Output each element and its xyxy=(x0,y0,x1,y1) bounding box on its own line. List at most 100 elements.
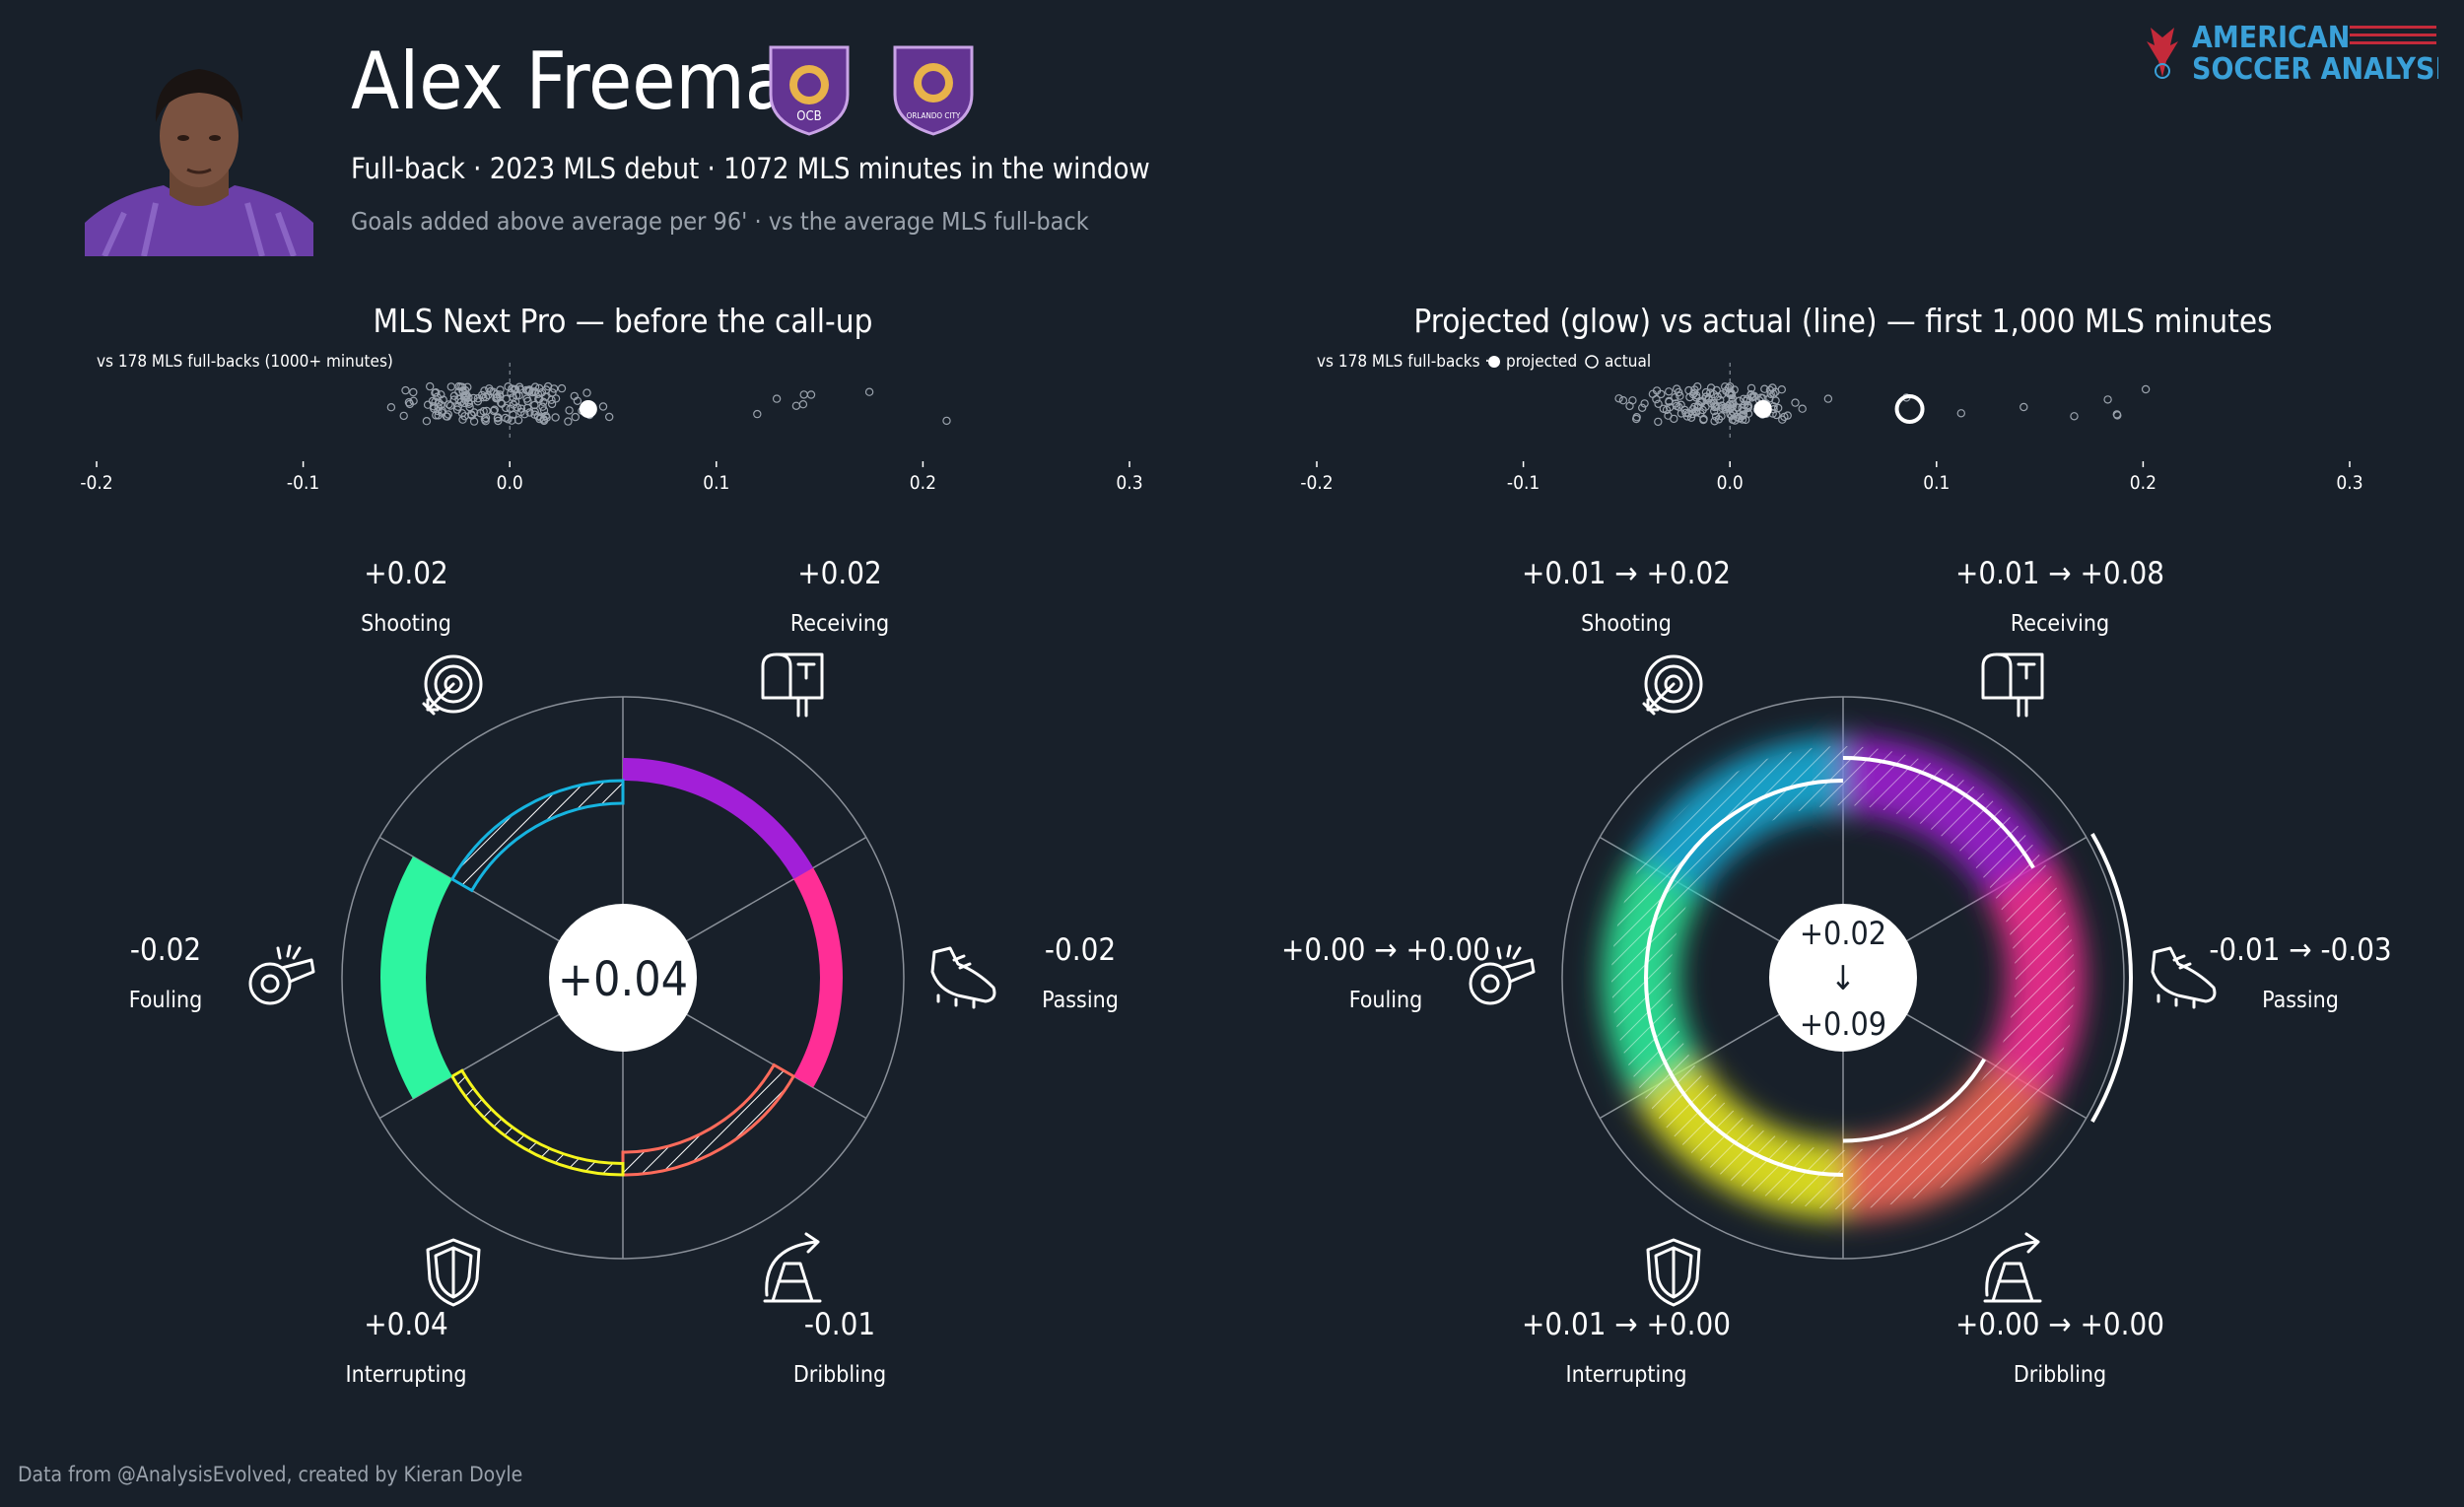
projected-hatch xyxy=(1610,861,1694,1094)
strip-population-point xyxy=(1657,389,1666,399)
strip-population-point xyxy=(458,415,467,424)
category-value-receiving: +0.02 xyxy=(797,556,881,591)
strip-population-point xyxy=(1766,389,1775,398)
strip-population-point xyxy=(493,392,502,401)
strip-population-point xyxy=(476,409,485,418)
strip-population-point xyxy=(1710,417,1719,426)
radial-bar-fouling xyxy=(449,779,625,893)
player-name: Alex Freeman xyxy=(351,35,834,127)
strip-population-point xyxy=(1701,387,1711,397)
strip-population-point xyxy=(456,397,466,407)
left-strip-label: vs 178 MLS full-backs (1000+ minutes) xyxy=(97,352,393,372)
strip-population-point xyxy=(942,416,951,426)
category-name-passing: Passing xyxy=(2262,988,2339,1013)
strip-population-point xyxy=(598,402,608,411)
orlando-badge-text: ORLANDO CITY xyxy=(907,111,961,120)
strip-population-point xyxy=(458,386,467,396)
mailbox-icon xyxy=(1981,652,2044,718)
right-center-projected: +0.02 xyxy=(1800,915,1886,952)
strip-population-point xyxy=(522,394,531,403)
radial-bar-interrupting xyxy=(380,856,452,1099)
strip-population-point xyxy=(798,400,808,409)
strip-tick-label: -0.1 xyxy=(1507,472,1540,494)
strip-population-point xyxy=(504,382,513,391)
strip-population-point xyxy=(439,395,447,404)
category-name-interrupting: Interrupting xyxy=(1565,1362,1686,1388)
category-name-fouling: Fouling xyxy=(129,988,203,1013)
strip-population-point xyxy=(422,417,432,426)
strip-population-point xyxy=(772,394,782,403)
strip-population-point xyxy=(1690,385,1699,394)
strip-tick-label: 0.1 xyxy=(703,472,729,494)
legend-projected-label: projected xyxy=(1506,352,1577,372)
strip-population-point xyxy=(463,382,472,391)
strip-population-point xyxy=(530,382,540,391)
right-center-arrow: ↓ xyxy=(1830,959,1856,998)
strip-population-point xyxy=(535,414,544,424)
strip-population-point xyxy=(479,393,488,402)
metric-note: Goals added above average per 96' · vs t… xyxy=(351,207,1089,236)
strip-population-point xyxy=(504,415,513,424)
shield-icon xyxy=(426,1238,481,1307)
strip-population-point xyxy=(536,413,545,422)
radial-bar-receiving xyxy=(793,867,844,1088)
strip-population-point xyxy=(547,399,557,409)
strip-population-point xyxy=(1727,411,1737,420)
strip-population-point xyxy=(1709,389,1719,399)
strip-population-point xyxy=(549,384,559,393)
left-panel-title: MLS Next Pro — before the call-up xyxy=(373,302,873,340)
ocb-badge-text: OCB xyxy=(796,109,821,124)
strip-population-point xyxy=(1670,414,1678,424)
footer-credit: Data from @AnalysisEvolved, created by K… xyxy=(18,1463,523,1486)
category-name-shooting: Shooting xyxy=(1581,611,1672,637)
strip-population-point xyxy=(582,388,591,397)
radial-center-disc xyxy=(1769,904,1917,1052)
strip-population-point xyxy=(399,411,408,421)
strip-population-point xyxy=(551,413,560,422)
strip-population-point xyxy=(1654,399,1663,408)
legend-actual-label: actual xyxy=(1605,352,1651,372)
strip-tick-label: 0.1 xyxy=(1923,472,1950,494)
orlando-city-badge: ORLANDO CITY xyxy=(893,45,974,136)
radial-bar-fill xyxy=(623,1065,793,1176)
strip-population-point xyxy=(486,386,496,396)
strip-population-point xyxy=(1665,397,1674,406)
whistle-icon xyxy=(1469,944,1536,1005)
strip-population-point xyxy=(431,397,440,406)
strip-population-point xyxy=(1735,414,1745,423)
actual-line-fouling xyxy=(1671,779,1844,881)
strip-population-point xyxy=(1741,415,1750,425)
projected-hatch xyxy=(1642,745,1843,892)
strip-population-point xyxy=(445,400,453,409)
strip-population-point xyxy=(1637,403,1647,412)
category-name-dribbling: Dribbling xyxy=(793,1362,886,1388)
actual-line-interrupting xyxy=(1643,878,1675,1077)
target-icon xyxy=(1642,654,1703,716)
strip-tick-label: 0.2 xyxy=(2130,472,2156,494)
strip-population-point xyxy=(1773,403,1783,413)
strip-population-point xyxy=(547,395,556,404)
strip-population-point xyxy=(1676,391,1684,400)
strip-tick-label: 0.3 xyxy=(2336,472,2362,494)
strip-population-point xyxy=(799,390,808,399)
strip-population-point xyxy=(432,388,441,397)
category-value-interrupting: +0.01 → +0.00 xyxy=(1522,1307,1731,1342)
category-name-receiving: Receiving xyxy=(2011,611,2109,637)
strip-population-point xyxy=(2113,411,2122,420)
category-value-shooting: +0.02 xyxy=(364,556,447,591)
cone-icon xyxy=(763,1232,822,1303)
strip-population-point xyxy=(1625,401,1634,411)
strip-population-point xyxy=(538,402,547,411)
category-value-passing: -0.01 → -0.03 xyxy=(2209,932,2391,968)
strip-population-point xyxy=(864,387,874,396)
strip-population-point xyxy=(525,408,534,417)
strip-population-point xyxy=(1823,394,1833,403)
shield-icon xyxy=(1646,1238,1701,1307)
left-strip-plot: -0.2 -0.1 0.0 0.1 0.2 0.3 xyxy=(80,363,1143,494)
strip-population-point xyxy=(516,407,525,417)
left-center-value: +0.04 xyxy=(558,952,688,1007)
strip-population-point xyxy=(409,387,418,397)
strip-population-point xyxy=(514,391,523,400)
strip-population-point xyxy=(515,385,525,394)
strip-population-point xyxy=(1727,389,1736,398)
